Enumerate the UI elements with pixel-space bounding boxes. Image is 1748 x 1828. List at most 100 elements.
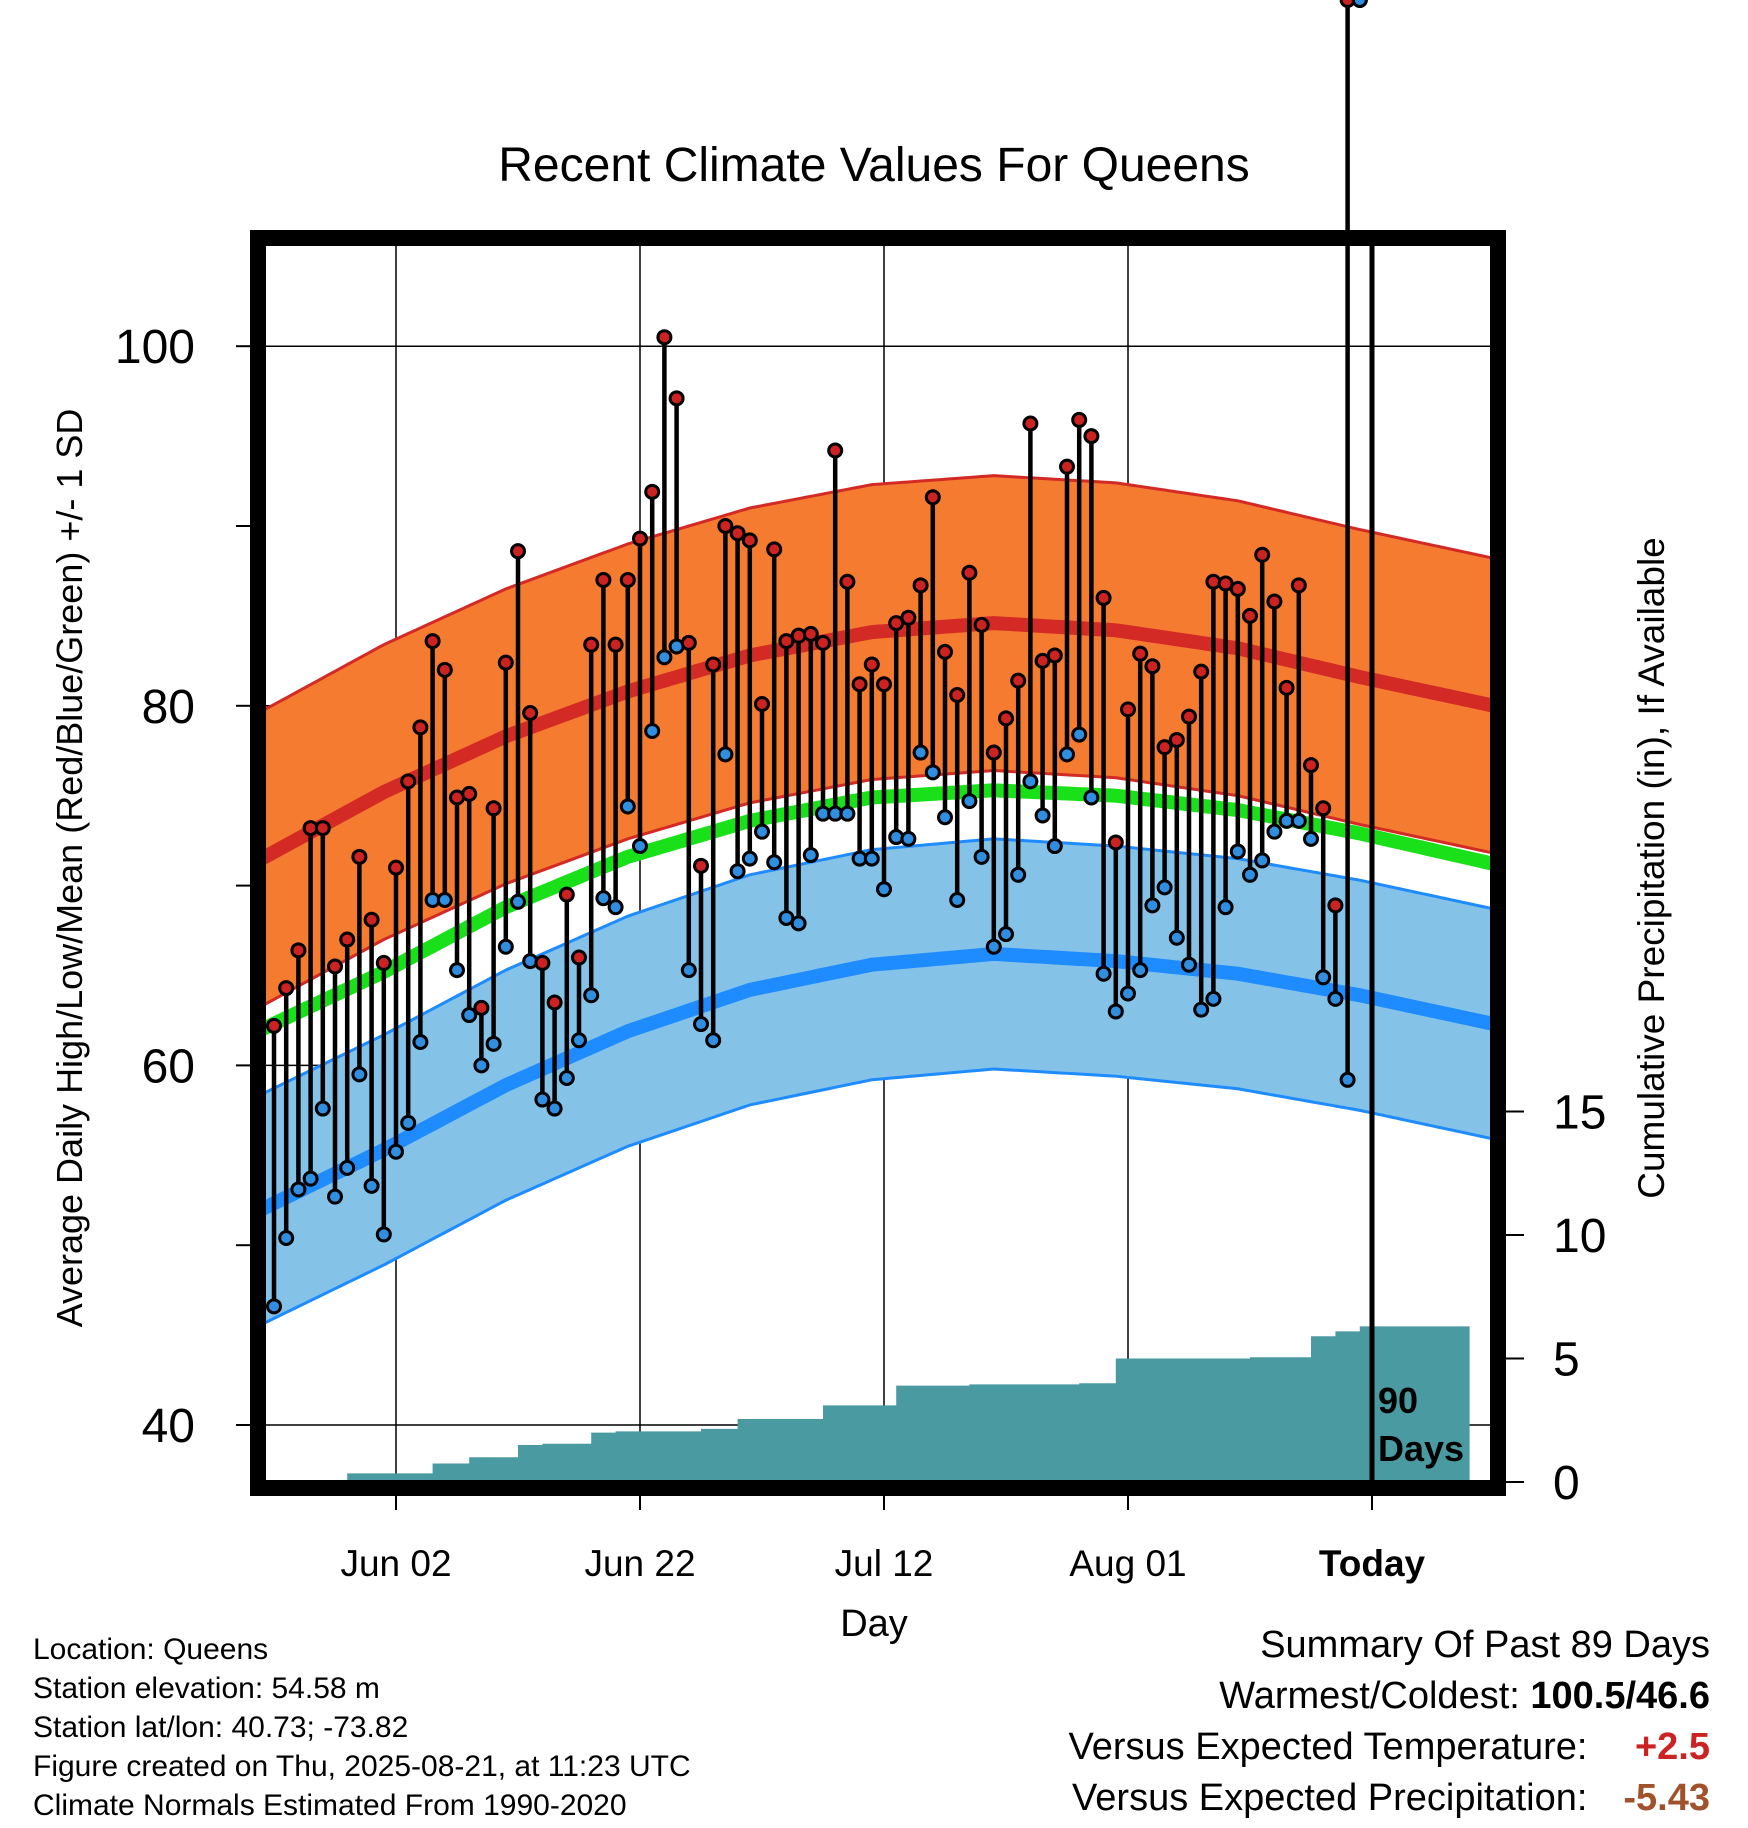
temperature-anomaly-label: Versus Expected Temperature: — [1068, 1726, 1588, 1768]
created-text: Figure created on Thu, 2025-08-21, at 11… — [33, 1750, 691, 1783]
observed-low-point — [998, 926, 1014, 943]
normal-low-line — [258, 946, 1496, 1216]
observed-high-point — [937, 643, 953, 660]
observed-high-point — [912, 577, 929, 594]
observed-high-point — [424, 633, 441, 650]
observed-low-point — [1193, 1001, 1210, 1018]
observed-high-point — [1022, 415, 1039, 432]
observed-low-point — [1205, 990, 1222, 1007]
observed-low-point — [1010, 866, 1027, 883]
observed-low-point — [497, 938, 514, 955]
x-tick-label: Today — [1319, 1543, 1426, 1584]
precipitation-anomaly-value: -5.43 — [1623, 1777, 1710, 1819]
observed-high-point — [534, 954, 551, 971]
chart-title: Recent Climate Values For Queens — [498, 139, 1250, 192]
temperature-anomaly-row: Versus Expected Temperature: +2.5 — [1069, 1726, 1710, 1769]
observed-low-point — [1303, 830, 1319, 847]
x-axis-label: Day — [840, 1603, 908, 1645]
observed-low-point — [1071, 726, 1088, 743]
observed-low-point — [1022, 773, 1039, 790]
observed-high-point — [607, 636, 624, 653]
y2-axis-label: Cumulative Precipitation (in), If Availa… — [1631, 537, 1672, 1199]
observed-high-point — [1254, 546, 1271, 563]
observed-low-point — [705, 1032, 722, 1049]
observed-high-point — [375, 954, 392, 971]
normal-high-line — [258, 616, 1496, 865]
observed-high-point — [339, 931, 356, 948]
observed-high-point — [266, 1017, 282, 1034]
observed-low-point — [1107, 1003, 1124, 1020]
observed-high-point — [827, 442, 844, 459]
x-tick-label: Aug 01 — [1069, 1543, 1186, 1584]
observed-low-point — [351, 1066, 368, 1083]
observed-high-point — [522, 704, 539, 721]
observed-low-point — [876, 881, 892, 898]
observed-low-point — [973, 848, 990, 865]
observed-low-point — [961, 793, 978, 810]
observed-high-point — [1229, 580, 1246, 597]
observed-high-point — [558, 886, 575, 903]
normal-high-band — [261, 475, 1494, 1007]
observed-low-point — [924, 764, 941, 781]
observed-high-point — [1010, 672, 1027, 689]
observed-high-point — [278, 980, 295, 997]
observed-low-point — [595, 890, 612, 907]
observed-high-point — [693, 857, 709, 874]
axis-labels: 40 60 80 100 0 5 10 15 Jun 02 Jun 22 Jul 12 Aug 01 T… — [49, 321, 1672, 1645]
observed-high-point — [717, 518, 734, 534]
observed-low-point — [1144, 897, 1161, 914]
observed-high-point — [1193, 663, 1210, 680]
observed-high-point — [497, 654, 514, 671]
observed-low-point — [339, 1159, 356, 1176]
warmest-coldest-row: Warmest/Coldest: 100.5/46.6 — [1219, 1675, 1710, 1718]
observed-high-point — [1107, 834, 1124, 851]
observed-low-point — [266, 1298, 282, 1315]
observed-high-point — [741, 532, 758, 549]
observed-high-point — [876, 676, 892, 693]
x-tick-label: Jun 22 — [584, 1543, 695, 1584]
observed-low-point — [754, 823, 770, 840]
observed-low-point — [388, 1143, 404, 1160]
observed-high-point — [754, 696, 770, 713]
observed-low-point — [729, 863, 746, 880]
observed-high-point — [510, 543, 526, 560]
observed-low-point — [680, 962, 697, 979]
observed-low-point — [436, 891, 453, 908]
observed-low-point — [571, 1032, 587, 1049]
days-count-label: 90 — [1378, 1380, 1418, 1421]
observed-high-point — [863, 656, 880, 673]
observed-high-point — [1339, 0, 1356, 8]
observed-high-point — [1181, 708, 1197, 725]
observed-low-point — [302, 1170, 319, 1187]
observed-low-point — [985, 938, 1002, 955]
observed-high-point — [961, 564, 978, 581]
observed-high-point — [1278, 679, 1295, 696]
observed-high-point — [815, 634, 831, 651]
observed-high-point — [680, 634, 697, 651]
observed-low-point — [937, 809, 953, 826]
y-tick-label: 60 — [142, 1040, 195, 1093]
observed-low-point — [766, 854, 783, 871]
observed-low-point — [1132, 962, 1149, 979]
elevation-text: Station elevation: 54.58 m — [33, 1672, 380, 1705]
observed-low-point — [1046, 838, 1063, 855]
observed-high-point — [1303, 757, 1319, 774]
observed-high-point — [1156, 739, 1173, 756]
observed-low-point — [461, 1007, 478, 1024]
observed-high-point — [363, 911, 380, 928]
latlon-text: Station lat/lon: 40.73; -73.82 — [33, 1711, 409, 1744]
observed-low-point — [839, 805, 856, 822]
observed-high-point — [1071, 411, 1088, 428]
observed-high-point — [656, 329, 673, 346]
observed-low-point — [363, 1177, 380, 1194]
observed-high-point — [314, 820, 331, 837]
observed-high-point — [1242, 607, 1258, 624]
summary-heading: Summary Of Past 89 Days — [1260, 1624, 1710, 1666]
observed-low-point — [1034, 807, 1051, 824]
observed-low-point — [485, 1035, 502, 1052]
observed-low-point — [912, 744, 929, 761]
observed-high-point — [1168, 731, 1185, 748]
observed-high-point — [351, 848, 368, 865]
observed-high-point — [924, 489, 941, 506]
